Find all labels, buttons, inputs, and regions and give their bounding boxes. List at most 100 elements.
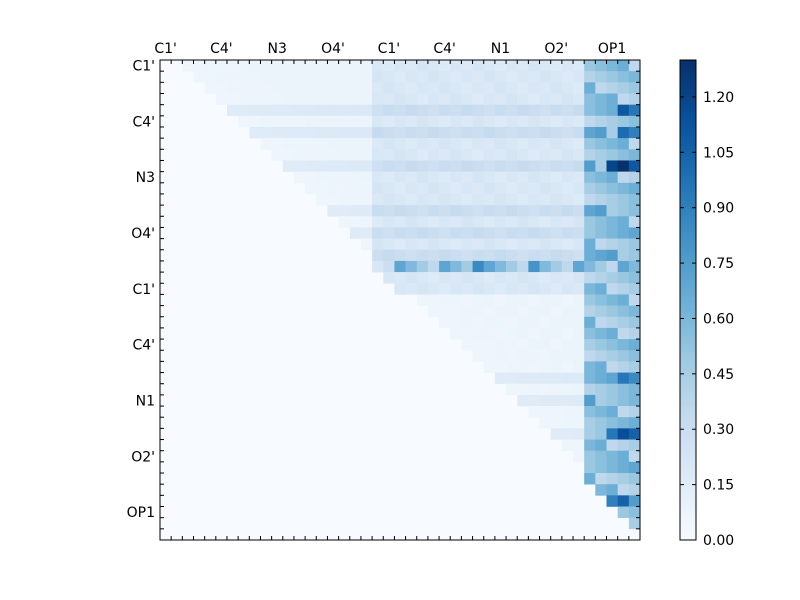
heatmap-cell [561, 71, 574, 83]
heatmap-cell [617, 495, 630, 507]
heatmap-cell [360, 205, 373, 217]
heatmap-cell [372, 93, 384, 105]
heatmap-cell [584, 260, 596, 273]
heatmap-cell [561, 294, 574, 306]
heatmap-cell [517, 205, 529, 217]
heatmap-cell [561, 93, 574, 105]
heatmap-cell [405, 272, 418, 284]
heatmap-cell [506, 205, 518, 217]
heatmap-cell [472, 93, 485, 105]
heatmap-cell [349, 193, 362, 206]
heatmap-cell [617, 417, 630, 429]
heatmap-cell [595, 484, 607, 496]
heatmap-cell [249, 126, 261, 139]
heatmap-cell [327, 115, 339, 128]
heatmap-cell [271, 126, 284, 139]
heatmap-cell [483, 193, 496, 206]
heatmap-cell [595, 171, 607, 184]
heatmap-cell [584, 372, 596, 385]
heatmap-cell [506, 104, 518, 117]
heatmap-cell [416, 294, 429, 306]
heatmap-cell [628, 461, 641, 474]
heatmap-cell [606, 60, 618, 72]
heatmap-cell [416, 71, 429, 83]
heatmap-cell [238, 104, 250, 117]
top-tick-label: C1' [378, 41, 401, 57]
heatmap-cell [550, 316, 563, 329]
heatmap-cell [528, 104, 540, 117]
heatmap-cell [584, 249, 596, 262]
heatmap-cell [550, 216, 563, 228]
heatmap-cell [539, 160, 551, 172]
heatmap-cell [617, 316, 630, 329]
heatmap-cell [628, 428, 641, 440]
heatmap-cell [573, 82, 585, 94]
heatmap-cell [349, 149, 362, 161]
top-tick-label: O4' [321, 41, 345, 57]
heatmap-cell [561, 182, 574, 195]
heatmap-cell [394, 272, 406, 284]
heatmap-cell [550, 193, 563, 206]
heatmap-cell [506, 305, 518, 318]
heatmap-cell [595, 193, 607, 206]
heatmap-cell [316, 193, 328, 206]
heatmap-cell [595, 182, 607, 195]
heatmap-cell [360, 216, 373, 228]
heatmap-cell [628, 294, 641, 306]
heatmap-cell [517, 339, 529, 351]
heatmap-cell [494, 339, 507, 351]
heatmap-cell [517, 71, 529, 83]
heatmap-cell [539, 238, 551, 251]
heatmap-cell [494, 238, 507, 251]
left-tick-label: C4' [132, 114, 155, 130]
heatmap-cell [461, 305, 473, 318]
heatmap-cell [472, 283, 485, 295]
heatmap-cell [550, 327, 563, 340]
heatmap-cell [573, 93, 585, 105]
heatmap-cell [528, 361, 540, 373]
heatmap-cell [628, 272, 641, 284]
heatmap-cell [494, 249, 507, 262]
heatmap-cell [372, 138, 384, 150]
heatmap-cell [316, 138, 328, 150]
heatmap-cell [494, 149, 507, 161]
heatmap-cell [327, 171, 339, 184]
heatmap-cell [416, 138, 429, 150]
heatmap-cell [561, 394, 574, 407]
heatmap-cell [260, 115, 272, 128]
heatmap-cell [506, 149, 518, 161]
heatmap-cell [595, 461, 607, 474]
heatmap-cell [506, 82, 518, 94]
heatmap-cell [595, 149, 607, 161]
heatmap-cell [383, 182, 395, 195]
top-tick-label: N3 [268, 41, 287, 57]
heatmap-cell [316, 115, 328, 128]
heatmap-cell [517, 160, 529, 172]
heatmap-cell [327, 104, 339, 117]
heatmap-cell [573, 350, 585, 362]
heatmap-cell [226, 104, 239, 117]
heatmap-cell [606, 327, 618, 340]
heatmap-cell [617, 104, 630, 117]
heatmap-cell [584, 461, 596, 474]
heatmap-cell [238, 82, 250, 94]
heatmap-cell [450, 60, 462, 72]
heatmap-cell [561, 160, 574, 172]
heatmap-cell [293, 126, 306, 139]
heatmap-cell [517, 260, 529, 273]
heatmap-cell [606, 193, 618, 206]
heatmap-cell [338, 216, 351, 228]
heatmap-cell [405, 283, 418, 295]
heatmap-cell [349, 227, 362, 239]
heatmap-cell [394, 60, 406, 72]
heatmap-cell [439, 283, 451, 295]
heatmap-cell [517, 171, 529, 184]
heatmap-cell [550, 149, 563, 161]
heatmap-cell [561, 104, 574, 117]
heatmap-cell [617, 294, 630, 306]
plot-frame [159, 59, 641, 541]
heatmap-cell [528, 82, 540, 94]
heatmap-cell [517, 138, 529, 150]
heatmap-cell [584, 305, 596, 318]
